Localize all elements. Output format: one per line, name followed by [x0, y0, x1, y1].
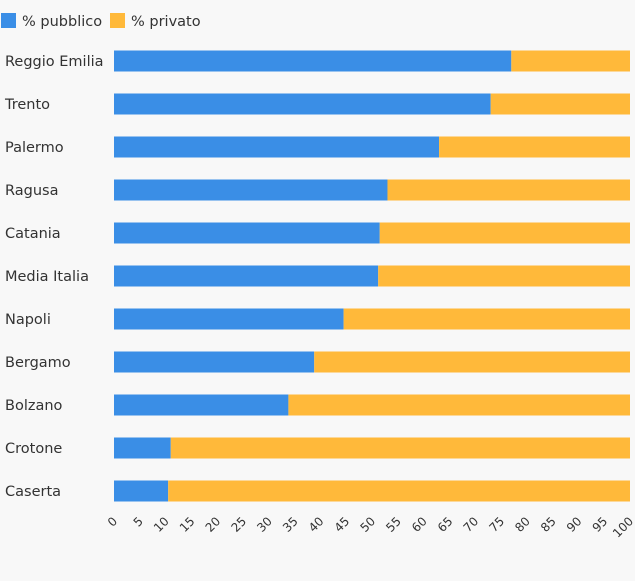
x-tick-label: 5	[131, 514, 146, 529]
x-tick-label: 85	[538, 514, 559, 535]
category-label: Palermo	[5, 140, 64, 156]
bar-segment-pubblico[interactable]	[114, 93, 491, 115]
x-tick-label: 80	[512, 514, 533, 535]
x-tick-label: 65	[435, 514, 456, 535]
bar-segment-privato[interactable]	[439, 136, 630, 158]
x-tick-label: 55	[383, 514, 404, 535]
bar-segment-privato[interactable]	[170, 437, 630, 459]
bar-segment-pubblico[interactable]	[114, 222, 380, 244]
x-tick-label: 10	[151, 514, 172, 535]
x-tick-label: 60	[409, 514, 430, 535]
bar-segment-privato[interactable]	[343, 308, 630, 330]
bar-segment-privato[interactable]	[314, 351, 630, 373]
category-label: Reggio Emilia	[5, 54, 104, 70]
legend-swatch-pubblico[interactable]	[1, 13, 16, 28]
x-tick-label: 45	[332, 514, 353, 535]
bar-segment-privato[interactable]	[511, 50, 630, 72]
bar-segment-pubblico[interactable]	[114, 437, 171, 459]
bar-segment-privato[interactable]	[288, 394, 630, 416]
bar-segment-privato[interactable]	[490, 93, 630, 115]
bar-segment-privato[interactable]	[378, 265, 630, 287]
category-label: Trento	[4, 97, 50, 113]
category-label: Ragusa	[5, 183, 58, 199]
x-tick-label: 40	[306, 514, 327, 535]
category-label: Media Italia	[5, 269, 89, 285]
legend-label-privato[interactable]: % privato	[131, 14, 201, 30]
bars-group	[114, 50, 630, 502]
x-tick-label: 50	[357, 514, 378, 535]
bar-segment-privato[interactable]	[168, 480, 630, 502]
bar-segment-privato[interactable]	[379, 222, 630, 244]
category-label: Crotone	[5, 441, 62, 457]
x-tick-label: 35	[280, 514, 301, 535]
x-axis-tick-labels: 0 5 10 15 20 25 30 35 40 45 50 55 60 65 70 75 80 85 90 95 10…	[105, 514, 635, 540]
x-tick-label: 90	[564, 514, 585, 535]
bar-segment-privato[interactable]	[387, 179, 630, 201]
category-label: Catania	[5, 226, 61, 242]
legend: % pubblico % privato	[1, 13, 201, 30]
x-tick-label: 15	[177, 514, 198, 535]
category-label: Bergamo	[5, 355, 71, 371]
category-label: Napoli	[5, 312, 51, 328]
legend-label-pubblico[interactable]: % pubblico	[22, 14, 102, 30]
bar-segment-pubblico[interactable]	[114, 351, 315, 373]
x-tick-label: 0	[105, 514, 120, 529]
x-tick-label: 100	[610, 514, 635, 540]
bar-segment-pubblico[interactable]	[114, 179, 388, 201]
x-tick-label: 30	[254, 514, 275, 535]
bar-segment-pubblico[interactable]	[114, 136, 440, 158]
bar-segment-pubblico[interactable]	[114, 50, 512, 72]
bar-segment-pubblico[interactable]	[114, 308, 344, 330]
x-tick-label: 70	[461, 514, 482, 535]
category-labels: Reggio Emilia Trento Palermo Ragusa Catania M…	[4, 54, 104, 500]
x-tick-label: 20	[203, 514, 224, 535]
bar-segment-pubblico[interactable]	[114, 265, 379, 287]
category-label: Caserta	[5, 484, 61, 500]
legend-swatch-privato[interactable]	[110, 13, 125, 28]
x-tick-label: 95	[590, 514, 611, 535]
category-label: Bolzano	[5, 398, 63, 414]
x-tick-label: 75	[486, 514, 507, 535]
x-tick-label: 25	[228, 514, 249, 535]
bar-segment-pubblico[interactable]	[114, 394, 289, 416]
bar-segment-pubblico[interactable]	[114, 480, 169, 502]
